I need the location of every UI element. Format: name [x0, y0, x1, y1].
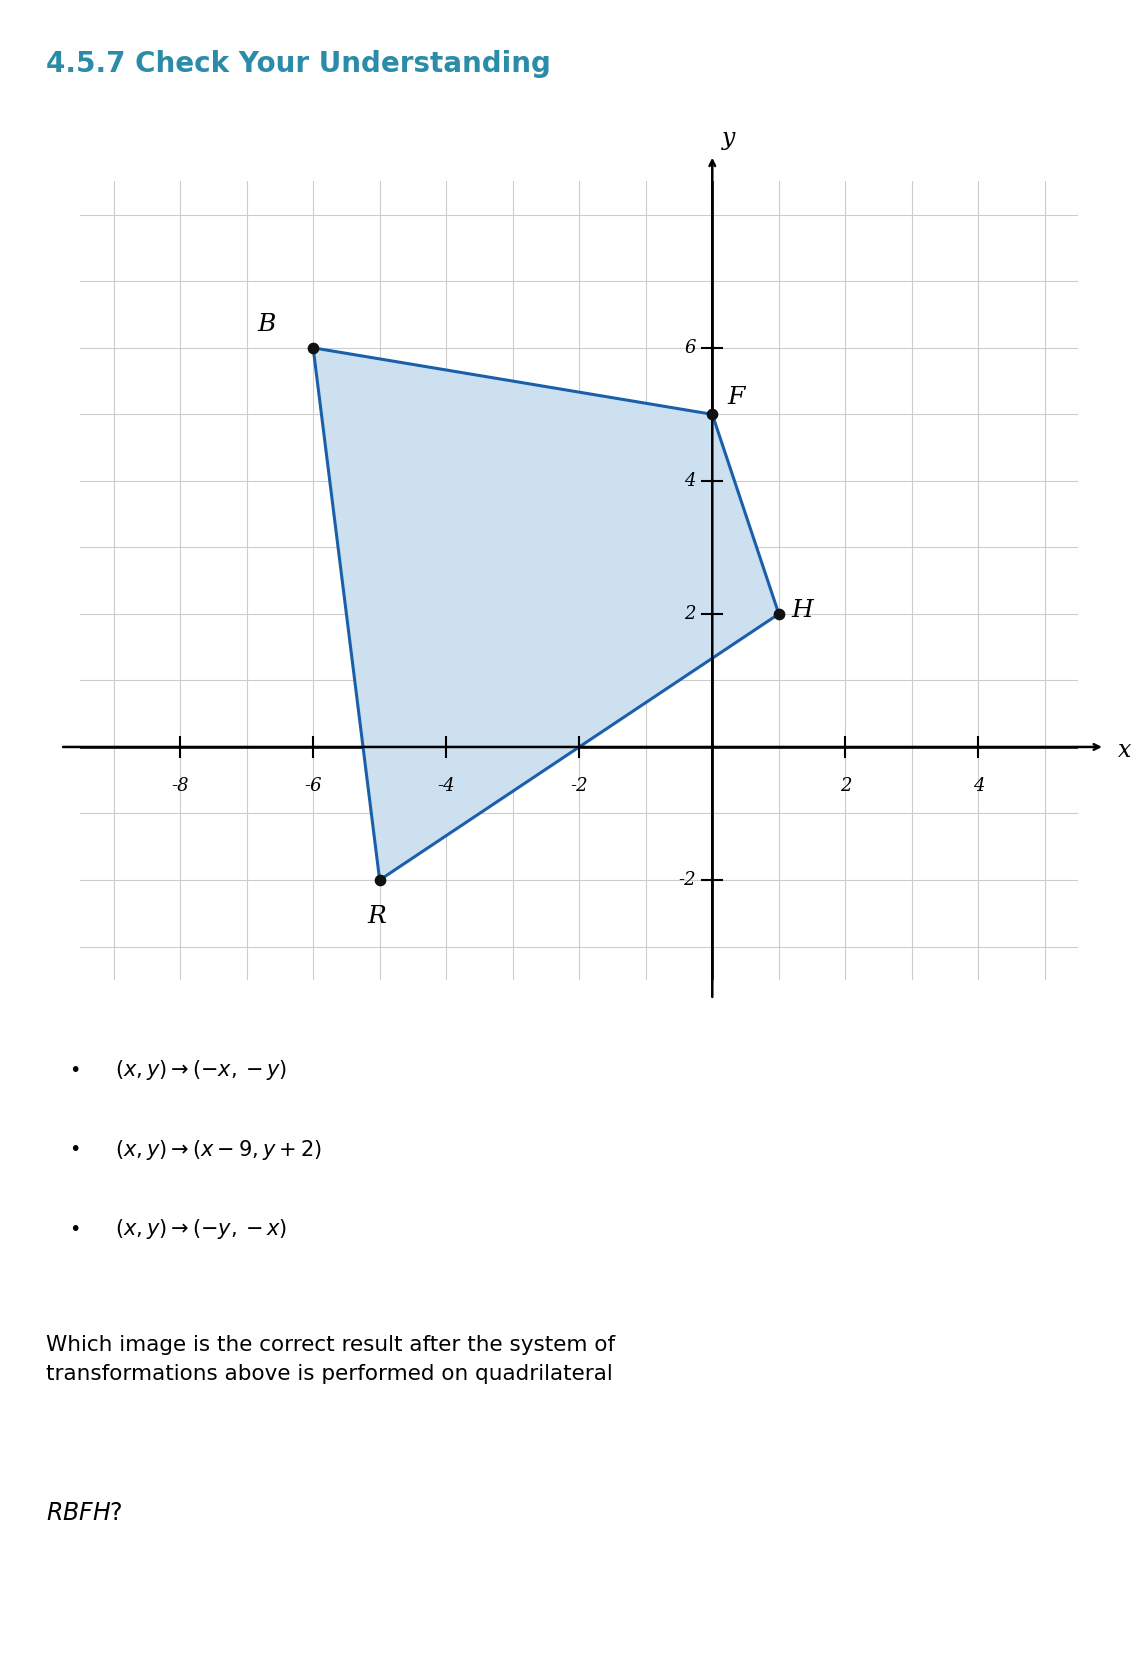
Text: 2: 2	[684, 606, 695, 622]
Text: $(x, y) \rightarrow (x - 9, y + 2)$: $(x, y) \rightarrow (x - 9, y + 2)$	[115, 1138, 322, 1161]
Point	[370, 866, 389, 893]
Text: 6: 6	[684, 338, 695, 357]
Polygon shape	[313, 348, 779, 879]
Text: $(x, y) \rightarrow (-y, -x)$: $(x, y) \rightarrow (-y, -x)$	[115, 1218, 287, 1241]
Text: 4: 4	[973, 776, 984, 795]
Point	[304, 335, 322, 362]
Text: $RBFH$?: $RBFH$?	[46, 1501, 123, 1525]
Text: Which image is the correct result after the system of
transformations above is p: Which image is the correct result after …	[46, 1335, 615, 1384]
Text: H: H	[791, 599, 813, 622]
Point	[770, 601, 788, 627]
Text: •: •	[69, 1219, 80, 1239]
Text: 4: 4	[684, 471, 695, 489]
Text: •: •	[69, 1060, 80, 1080]
Point	[703, 401, 721, 428]
Text: R: R	[367, 906, 385, 927]
Text: -6: -6	[304, 776, 322, 795]
Text: -2: -2	[678, 871, 695, 889]
Text: •: •	[69, 1140, 80, 1160]
Text: x: x	[1118, 738, 1131, 761]
Text: y: y	[723, 126, 735, 149]
Text: 4.5.7 Check Your Understanding: 4.5.7 Check Your Understanding	[46, 50, 551, 78]
Text: -8: -8	[171, 776, 189, 795]
Text: -4: -4	[437, 776, 455, 795]
Text: 2: 2	[840, 776, 851, 795]
Text: B: B	[257, 314, 275, 337]
Text: $(x, y) \rightarrow (-x, -y)$: $(x, y) \rightarrow (-x, -y)$	[115, 1058, 287, 1082]
Text: F: F	[727, 387, 744, 410]
Text: -2: -2	[570, 776, 588, 795]
